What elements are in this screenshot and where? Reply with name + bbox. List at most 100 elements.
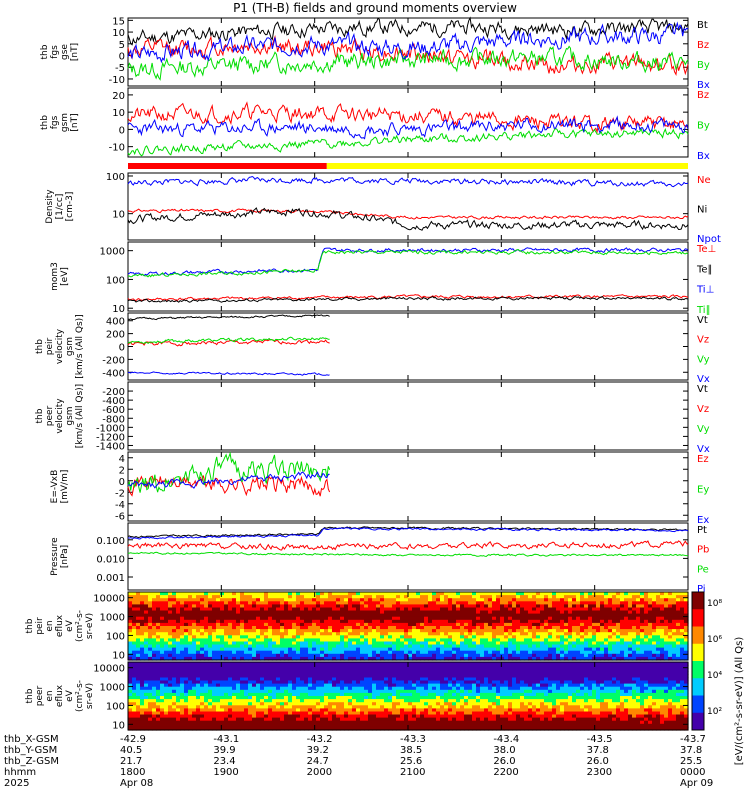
y-tick-label: 10 xyxy=(112,210,125,221)
y-tick-label: 5 xyxy=(119,40,125,51)
y-tick-label: 4 xyxy=(119,454,125,465)
y-tick-label: 0 xyxy=(119,52,125,63)
series-line-te xyxy=(128,297,688,303)
y-axis-label: gsm xyxy=(65,406,75,425)
legend-label: Vy xyxy=(697,354,710,365)
legend-label: Ey xyxy=(697,485,709,496)
series-line-pi xyxy=(128,528,688,539)
y-tick-label: 10 xyxy=(112,28,125,39)
legend-label: Bz xyxy=(697,90,709,101)
legend-label: Ni xyxy=(697,205,707,216)
legend-label: Vt xyxy=(697,384,708,395)
y-axis-label: (cm²-s- xyxy=(75,610,85,642)
series-line-ti xyxy=(128,248,688,276)
legend-label: Bt xyxy=(697,20,708,31)
legend-label: Vt xyxy=(697,315,708,326)
y-tick-label: 0.001 xyxy=(96,573,125,584)
y-tick-label: 0 xyxy=(119,125,125,136)
panel-y-axis: -200-400-600-800-1000-1200-1400 xyxy=(96,387,688,452)
y-axis-label: [1/cc] xyxy=(55,194,65,220)
y-tick-label: 10000 xyxy=(93,594,125,605)
y-tick-label: 15 xyxy=(112,16,125,27)
y-axis-label: sr-eV) xyxy=(85,613,95,639)
y-axis-label: [nT] xyxy=(70,113,80,131)
y-axis-label: peir xyxy=(45,337,55,355)
y-axis-label: fgs xyxy=(50,115,60,129)
y-axis-label: velocity xyxy=(55,328,65,364)
legend-label: Vz xyxy=(697,335,709,346)
y-axis-label: [eV] xyxy=(60,267,70,286)
series-line-pb xyxy=(128,541,688,550)
y-tick-label: -200 xyxy=(102,355,125,366)
y-tick-label: 10 xyxy=(112,304,125,315)
legend-label: Bx xyxy=(697,151,710,162)
legend-label: Bz xyxy=(697,40,709,51)
y-axis-label: thb xyxy=(35,408,45,423)
y-axis-label: thb xyxy=(40,44,50,59)
y-tick-label: 10 xyxy=(112,650,125,661)
series-line-by xyxy=(128,129,688,156)
y-tick-label: 0 xyxy=(119,477,125,488)
panel-frame xyxy=(128,173,688,240)
series-line-ez xyxy=(128,476,330,497)
y-axis-label: [cm-3] xyxy=(65,192,75,222)
y-tick-label: 100 xyxy=(106,631,125,642)
series-line-vx xyxy=(128,372,330,375)
y-axis-label: eV xyxy=(65,619,75,632)
y-tick-label: 20 xyxy=(112,91,125,102)
y-tick-label: 400 xyxy=(106,317,125,328)
panel-ylabel: mom3[eV] xyxy=(50,262,70,291)
series-line-vz xyxy=(128,340,330,346)
series-line-vt xyxy=(128,315,330,320)
y-axis-label: eflux xyxy=(55,614,65,637)
panel-y-axis: 420-2-4-6 xyxy=(115,454,688,523)
plot-title: P1 (TH-B) fields and ground moments over… xyxy=(0,1,750,15)
y-axis-label: thb xyxy=(40,115,50,130)
panel-ylabel: Pressure[nPa] xyxy=(50,537,70,576)
y-tick-label: -1400 xyxy=(96,441,125,452)
legend-label: Ti⊥ xyxy=(696,285,714,296)
y-axis-label: [mV/m] xyxy=(60,470,70,504)
legend-label: By xyxy=(697,121,710,132)
y-tick-label: -400 xyxy=(102,368,125,379)
legend-label: Vz xyxy=(697,404,709,415)
legend-label: Ne xyxy=(697,175,711,186)
legend-label: By xyxy=(697,60,710,71)
legend-label: Pt xyxy=(697,525,707,536)
y-axis-label: Pressure xyxy=(50,537,60,576)
mode-bar-segment xyxy=(327,163,688,169)
y-axis-label: thb xyxy=(35,339,45,354)
y-tick-label: 1000 xyxy=(100,613,125,624)
y-tick-label: 100 xyxy=(106,275,125,286)
y-tick-label: 2 xyxy=(119,465,125,476)
y-tick-label: -10 xyxy=(109,75,125,86)
y-axis-label: peir xyxy=(35,617,45,635)
y-tick-label: 100 xyxy=(106,172,125,183)
panel-ylabel: E=-VxB[mV/m] xyxy=(50,470,70,504)
y-axis-label: E=-VxB xyxy=(50,470,60,504)
y-tick-label: 10 xyxy=(112,108,125,119)
legend-label: Vy xyxy=(697,424,710,435)
y-axis-label: Density xyxy=(45,189,55,224)
y-tick-label: 0.010 xyxy=(96,554,125,565)
y-axis-label: [km/s (All Qs)] xyxy=(75,314,85,378)
y-axis-label: velocity xyxy=(55,398,65,434)
y-axis-label: gsm xyxy=(60,113,70,132)
legend-label: Te⊥ xyxy=(696,244,716,255)
legend-label: Pe xyxy=(697,564,709,575)
y-tick-label: 200 xyxy=(106,330,125,341)
series-line-ti xyxy=(128,250,688,277)
y-axis-label: gse xyxy=(60,44,70,60)
y-axis-label: [nT] xyxy=(70,43,80,61)
y-tick-label: -10 xyxy=(109,143,125,154)
y-tick-label: -2 xyxy=(115,488,125,499)
panel-y-axis: 20 10 0 -10 xyxy=(109,91,688,154)
mode-bar-segment xyxy=(128,163,327,169)
